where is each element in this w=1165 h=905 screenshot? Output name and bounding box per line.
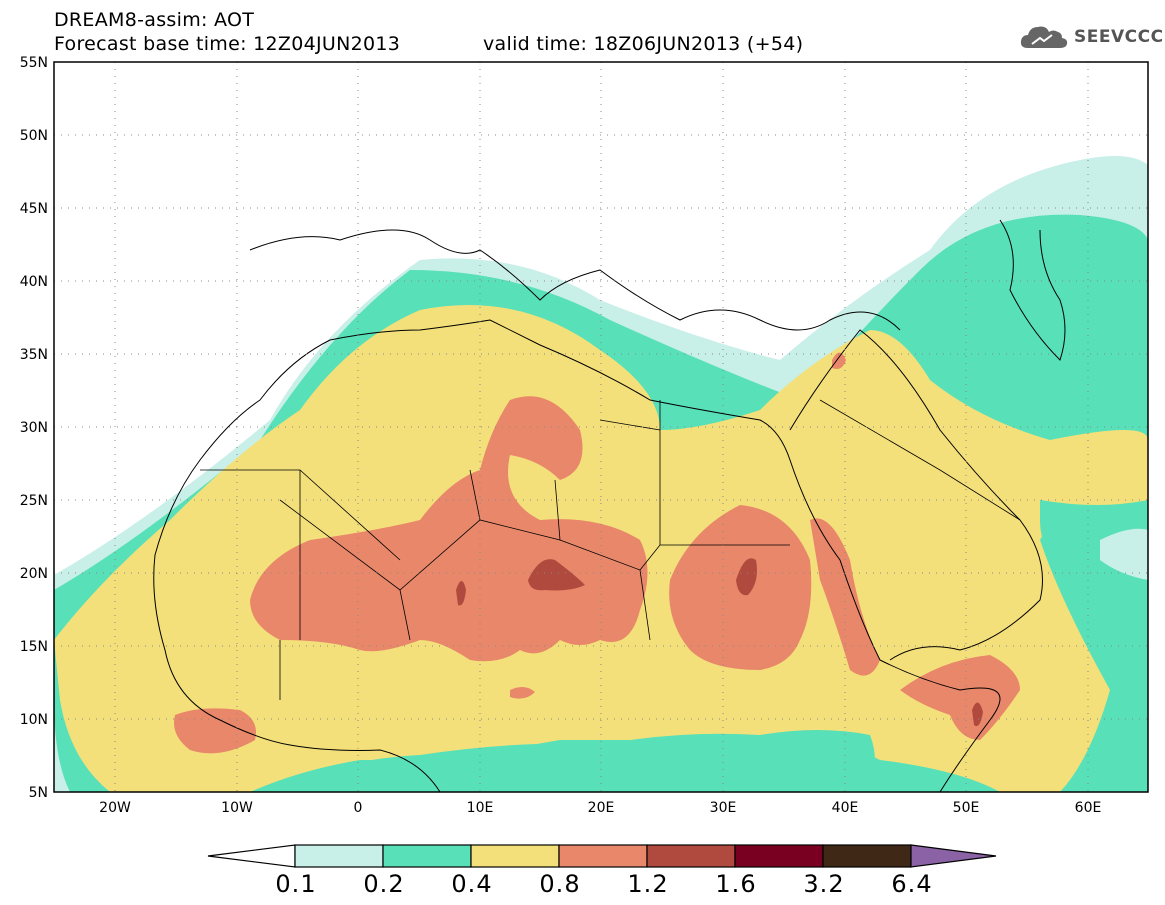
logo-text: SEEVCCC bbox=[1074, 27, 1164, 47]
lat-labels: 55N 50N 45N 40N 35N 30N 25N 20N 15N 10N … bbox=[20, 55, 48, 801]
lon-label: 40E bbox=[832, 800, 859, 816]
colorbar-swatch bbox=[470, 844, 560, 868]
lat-label: 35N bbox=[20, 347, 48, 363]
colorbar-overflow bbox=[910, 844, 997, 868]
aot-region-0.2-south bbox=[270, 730, 875, 792]
colorbar-label: 6.4 bbox=[891, 870, 933, 898]
lon-label: 60E bbox=[1075, 800, 1102, 816]
colorbar-label: 0.1 bbox=[275, 870, 317, 898]
lat-label: 20N bbox=[20, 566, 48, 582]
lat-label: 50N bbox=[20, 128, 48, 144]
lon-label: 10E bbox=[467, 800, 494, 816]
aot-region-0.2-arabia bbox=[1040, 500, 1148, 600]
aot-region-0.8-guinea bbox=[174, 708, 256, 754]
colorbar-label: 0.2 bbox=[363, 870, 405, 898]
cloud-icon bbox=[1020, 26, 1068, 48]
lon-label: 20W bbox=[99, 800, 131, 816]
colorbar-swatch bbox=[382, 844, 472, 868]
colorbar-label: 1.2 bbox=[627, 870, 669, 898]
aot-region-0.8-sahara bbox=[250, 396, 648, 662]
coastlines bbox=[153, 219, 1066, 792]
aot-region-1.2-chad bbox=[528, 559, 585, 591]
aot-region-1.2-somalia bbox=[972, 702, 983, 727]
lat-label: 10N bbox=[20, 712, 48, 728]
country-borders bbox=[200, 399, 1021, 700]
plot-frame bbox=[53, 61, 1149, 793]
valid-time: valid time: 18Z06JUN2013 (+54) bbox=[483, 33, 804, 55]
europe-coastline bbox=[249, 229, 901, 331]
lon-label: 20E bbox=[588, 800, 615, 816]
lat-label: 55N bbox=[20, 55, 48, 71]
aot-region-0.8-redsea bbox=[810, 518, 880, 676]
lat-label: 25N bbox=[20, 493, 48, 509]
aot-region-0.8-somalia bbox=[900, 655, 1020, 740]
lat-label: 30N bbox=[20, 420, 48, 436]
colorbar-label: 1.6 bbox=[715, 870, 757, 898]
caspian-outline bbox=[999, 219, 1066, 361]
aot-region-1.2-sudan bbox=[736, 558, 757, 596]
lon-label: 10W bbox=[221, 800, 253, 816]
lon-labels: 20W 10W 0 10E 20E 30E 40E 50E 60E bbox=[99, 800, 1101, 816]
colorbar-swatch bbox=[294, 844, 384, 868]
forecast-base-time: Forecast base time: 12Z04JUN2013 bbox=[54, 33, 401, 55]
aot-region-0.8-chad-south bbox=[510, 686, 535, 699]
colorbar-swatch bbox=[558, 844, 648, 868]
lat-label: 40N bbox=[20, 274, 48, 290]
map-title: DREAM8-assim: AOT bbox=[54, 9, 255, 31]
lon-label: 30E bbox=[710, 800, 737, 816]
colorbar-swatch bbox=[646, 844, 736, 868]
colorbar-underflow bbox=[207, 844, 296, 868]
colorbar-swatch bbox=[822, 844, 912, 868]
colorbar bbox=[207, 844, 997, 868]
aot-region-0.1-oman bbox=[1100, 528, 1148, 580]
colorbar-label: 0.8 bbox=[539, 870, 581, 898]
aot-region-0.8-levant bbox=[832, 352, 846, 369]
lat-label: 45N bbox=[20, 201, 48, 217]
colorbar-label: 3.2 bbox=[803, 870, 845, 898]
lat-label: 15N bbox=[20, 639, 48, 655]
arabia-outline bbox=[789, 329, 1043, 661]
colorbar-label: 0.4 bbox=[451, 870, 493, 898]
lon-label: 0 bbox=[354, 800, 363, 816]
seevccc-logo: SEEVCCC bbox=[1018, 22, 1164, 52]
aot-region-1.2-niger bbox=[456, 581, 466, 606]
colorbar-swatch bbox=[734, 844, 824, 868]
africa-coastline bbox=[153, 319, 1001, 792]
lon-label: 50E bbox=[953, 800, 980, 816]
gridlines bbox=[54, 62, 1148, 792]
lat-label: 5N bbox=[29, 785, 48, 801]
